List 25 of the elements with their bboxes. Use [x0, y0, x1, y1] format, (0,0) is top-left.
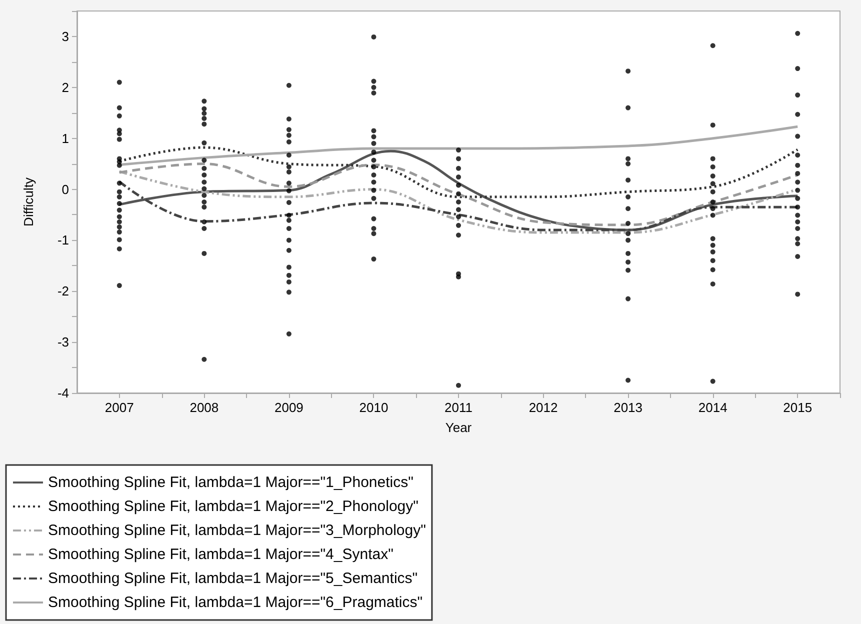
x-tick-label: 2009: [274, 400, 304, 415]
y-tick-label: 0: [62, 182, 69, 197]
legend-label: Smoothing Spline Fit, lambda=1 Major=="6_Pragmatics": [48, 594, 423, 611]
x-tick-label: 2008: [190, 400, 219, 415]
y-tick-label: -3: [57, 334, 69, 350]
y-tick-label: 1: [62, 130, 69, 146]
y-tick-label: 3: [62, 28, 69, 44]
x-tick-label: 2014: [698, 400, 728, 415]
y-tick-label: -2: [57, 284, 69, 299]
legend-label: Smoothing Spline Fit, lambda=1 Major=="4_Syntax": [48, 546, 394, 563]
x-tick-label: 2013: [614, 400, 643, 415]
legend-label: Smoothing Spline Fit, lambda=1 Major=="3_Morphology": [48, 522, 426, 539]
x-tick-label: 2012: [528, 400, 558, 415]
y-axis-title: Difficulty: [21, 177, 36, 226]
legend-label: Smoothing Spline Fit, lambda=1 Major=="5_Semantics": [48, 570, 418, 587]
x-tick-label: 2007: [104, 400, 134, 415]
legend-label: Smoothing Spline Fit, lambda=1 Major=="1_Phonetics": [48, 474, 414, 491]
y-tick-label: -1: [57, 232, 69, 248]
x-axis-title: Year: [445, 420, 472, 435]
x-tick-label: 2010: [359, 400, 388, 415]
legend-label: Smoothing Spline Fit, lambda=1 Major=="2_Phonology": [48, 498, 418, 515]
y-tick-label: 2: [62, 80, 69, 95]
y-tick-label: -4: [57, 386, 69, 400]
x-tick-label: 2015: [783, 400, 812, 415]
x-tick-label: 2011: [444, 400, 472, 415]
